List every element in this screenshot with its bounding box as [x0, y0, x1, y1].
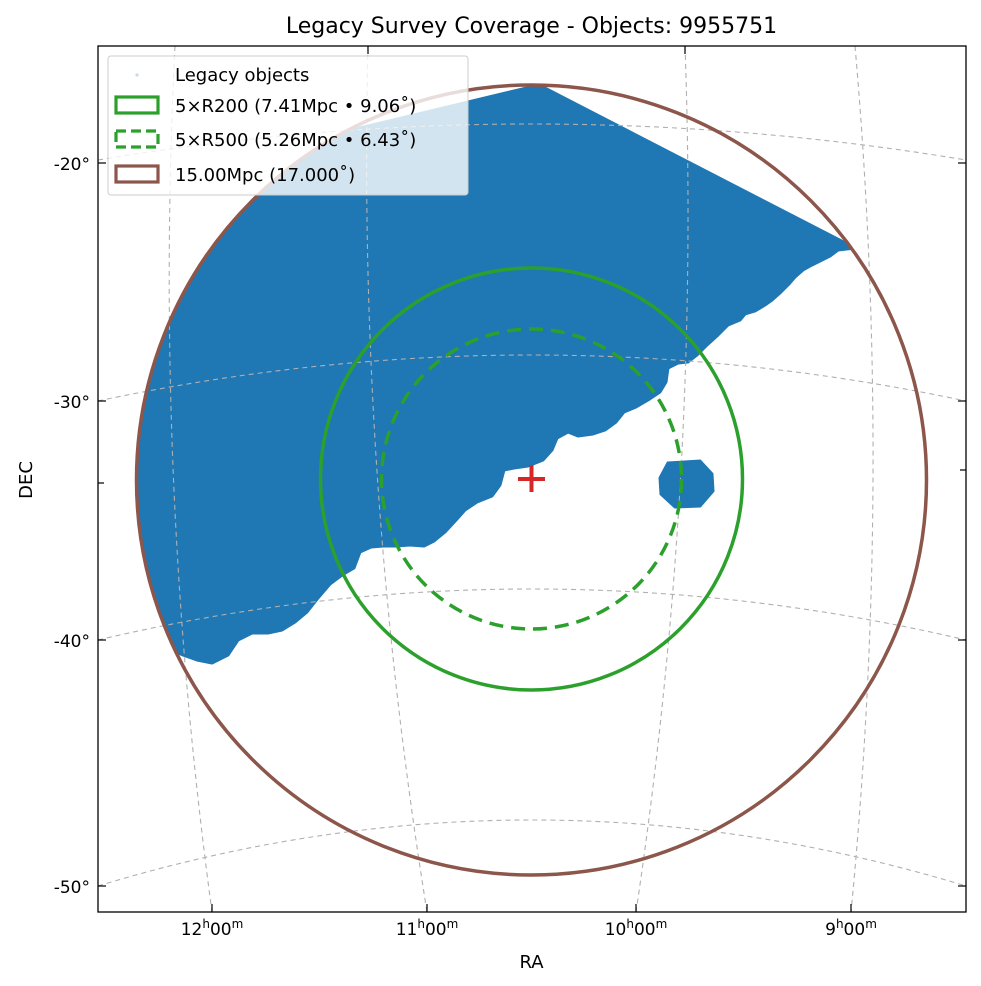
y-tick-label: -40° — [54, 632, 90, 652]
legend-label-r200: 5×R200 (7.41Mpc • 9.06˚) — [175, 96, 416, 117]
r200-circle — [318, 266, 745, 692]
grid-line — [850, 46, 874, 912]
legend-label-objects: Legacy objects — [175, 65, 309, 86]
r500-circle — [379, 327, 684, 631]
x-tick-label: 10h00m — [605, 917, 668, 940]
legend-box — [107, 55, 469, 196]
legacy-objects-patch — [658, 459, 715, 509]
grid-line — [98, 819, 966, 887]
grid-line — [366, 46, 428, 912]
legacy-objects-footprint — [136, 85, 857, 665]
cluster-center-marker — [518, 465, 545, 492]
legend-marker-r200 — [114, 95, 160, 115]
legend-marker-outer — [114, 164, 160, 184]
plot-area — [98, 46, 966, 912]
legend-label-r500: 5×R500 (5.26Mpc • 6.43˚) — [175, 130, 416, 151]
legend-marker-objects — [135, 73, 139, 77]
legacy-objects-speck — [537, 109, 549, 118]
y-tick-label: -50° — [54, 878, 90, 898]
x-tick-label: 12h00m — [181, 917, 244, 940]
legend-label-outer: 15.00Mpc (17.000˚) — [175, 165, 355, 186]
x-axis-label: RA — [519, 952, 544, 973]
y-tick-label: -30° — [54, 393, 90, 413]
grid-line — [168, 46, 213, 912]
y-axis-label: DEC — [16, 461, 37, 499]
y-axis: -20° -30° -40° -50° — [54, 155, 966, 898]
x-tick-label: 11h00m — [396, 917, 459, 940]
legend: Legacy objects 5×R200 (7.41Mpc • 9.06˚) … — [107, 55, 469, 196]
x-tick-label: 9h00m — [825, 917, 877, 940]
chart-title: Legacy Survey Coverage - Objects: 995575… — [286, 14, 777, 39]
plot-frame — [97, 45, 967, 913]
legacy-objects-region — [136, 85, 857, 665]
x-axis: 12h00m 11h00m 10h00m 9h00m — [181, 46, 877, 940]
y-tick-label: -20° — [54, 155, 90, 175]
grid-line — [98, 354, 966, 402]
legend-marker-r500 — [114, 129, 160, 149]
grid-line — [98, 588, 966, 641]
outer-15mpc-circle — [134, 83, 929, 877]
